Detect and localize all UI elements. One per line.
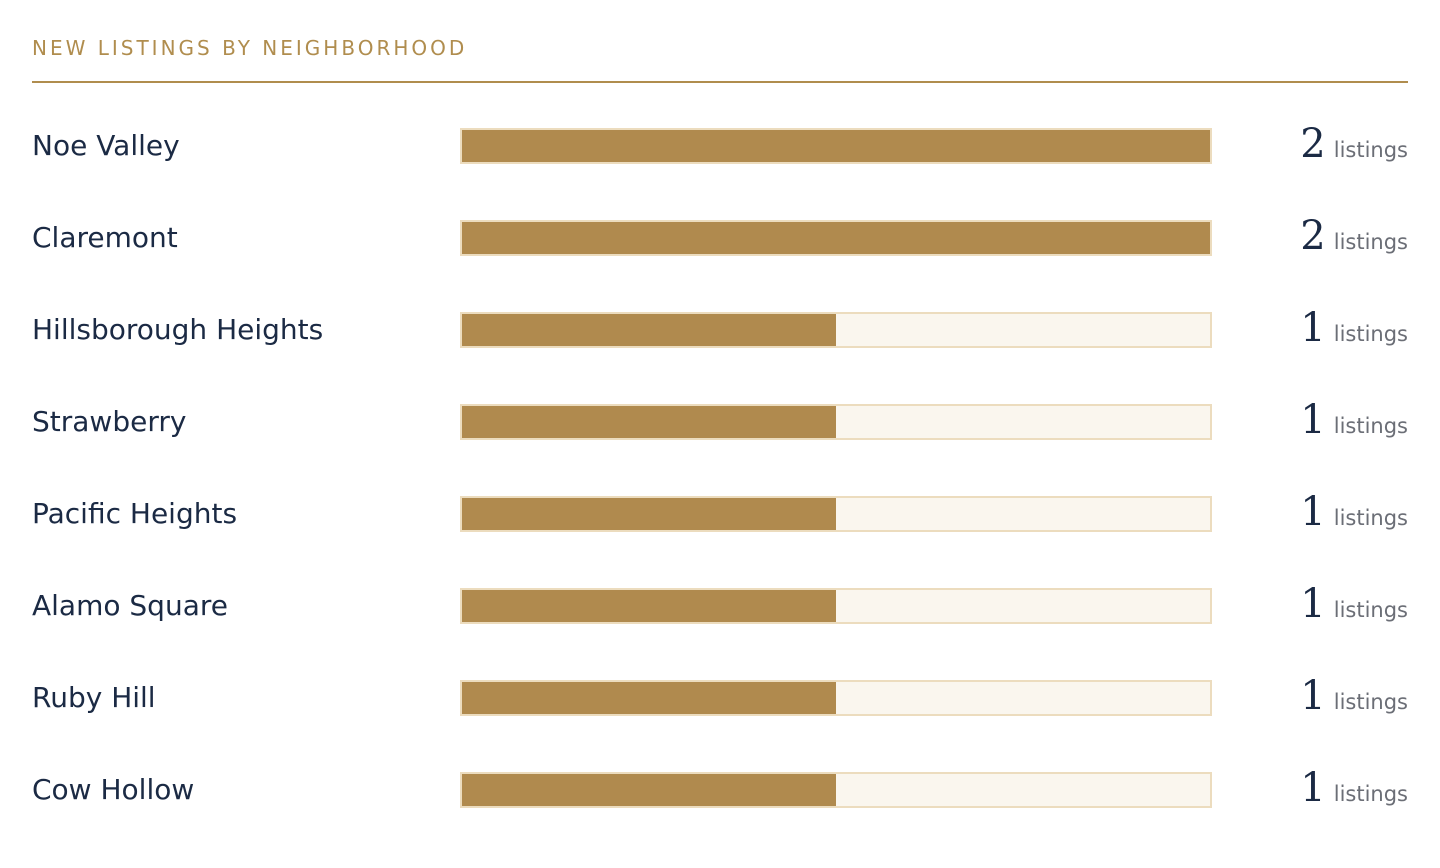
chart-row: Strawberry 1 listings [32, 398, 1408, 442]
value-number: 2 [1300, 121, 1326, 167]
bar [462, 590, 836, 622]
value-unit: listings [1333, 414, 1408, 438]
value-label: 1 listings [1300, 674, 1408, 718]
bar-track [460, 404, 1212, 440]
value-number: 1 [1300, 305, 1326, 351]
bar-track [460, 220, 1212, 256]
value-label: 2 listings [1300, 122, 1408, 166]
bar [462, 498, 836, 530]
bar [462, 682, 836, 714]
value-number: 1 [1300, 765, 1326, 811]
category-label: Alamo Square [32, 589, 228, 622]
bar-track [460, 128, 1212, 164]
chart-row: Noe Valley 2 listings [32, 122, 1408, 166]
chart-row: Pacific Heights 1 listings [32, 490, 1408, 534]
bar-track [460, 680, 1212, 716]
value-label: 2 listings [1300, 214, 1408, 258]
category-label: Cow Hollow [32, 773, 195, 806]
value-unit: listings [1333, 230, 1408, 254]
chart-row: Claremont 2 listings [32, 214, 1408, 258]
value-label: 1 listings [1300, 766, 1408, 810]
chart-row: Alamo Square 1 listings [32, 582, 1408, 626]
value-label: 1 listings [1300, 306, 1408, 350]
value-label: 1 listings [1300, 398, 1408, 442]
bar [462, 406, 836, 438]
value-number: 1 [1300, 673, 1326, 719]
bar-track [460, 772, 1212, 808]
chart-row: Hillsborough Heights 1 listings [32, 306, 1408, 350]
title-divider [32, 81, 1408, 83]
bar-track [460, 496, 1212, 532]
category-label: Claremont [32, 221, 178, 254]
value-label: 1 listings [1300, 490, 1408, 534]
value-number: 1 [1300, 581, 1326, 627]
bar-track [460, 588, 1212, 624]
category-label: Noe Valley [32, 129, 180, 162]
value-unit: listings [1333, 782, 1408, 806]
bar-track [460, 312, 1212, 348]
section-title: NEW LISTINGS BY NEIGHBORHOOD [32, 36, 468, 60]
value-unit: listings [1333, 598, 1408, 622]
bar [462, 774, 836, 806]
bar [462, 314, 836, 346]
category-label: Ruby Hill [32, 681, 156, 714]
value-unit: listings [1333, 138, 1408, 162]
bar [462, 130, 1210, 162]
value-number: 1 [1300, 397, 1326, 443]
value-label: 1 listings [1300, 582, 1408, 626]
category-label: Strawberry [32, 405, 187, 438]
bar [462, 222, 1210, 254]
value-unit: listings [1333, 690, 1408, 714]
category-label: Hillsborough Heights [32, 313, 324, 346]
value-unit: listings [1333, 322, 1408, 346]
value-number: 2 [1300, 213, 1326, 259]
value-number: 1 [1300, 489, 1326, 535]
category-label: Pacific Heights [32, 497, 238, 530]
chart-row: Cow Hollow 1 listings [32, 766, 1408, 810]
chart-row: Ruby Hill 1 listings [32, 674, 1408, 718]
value-unit: listings [1333, 506, 1408, 530]
